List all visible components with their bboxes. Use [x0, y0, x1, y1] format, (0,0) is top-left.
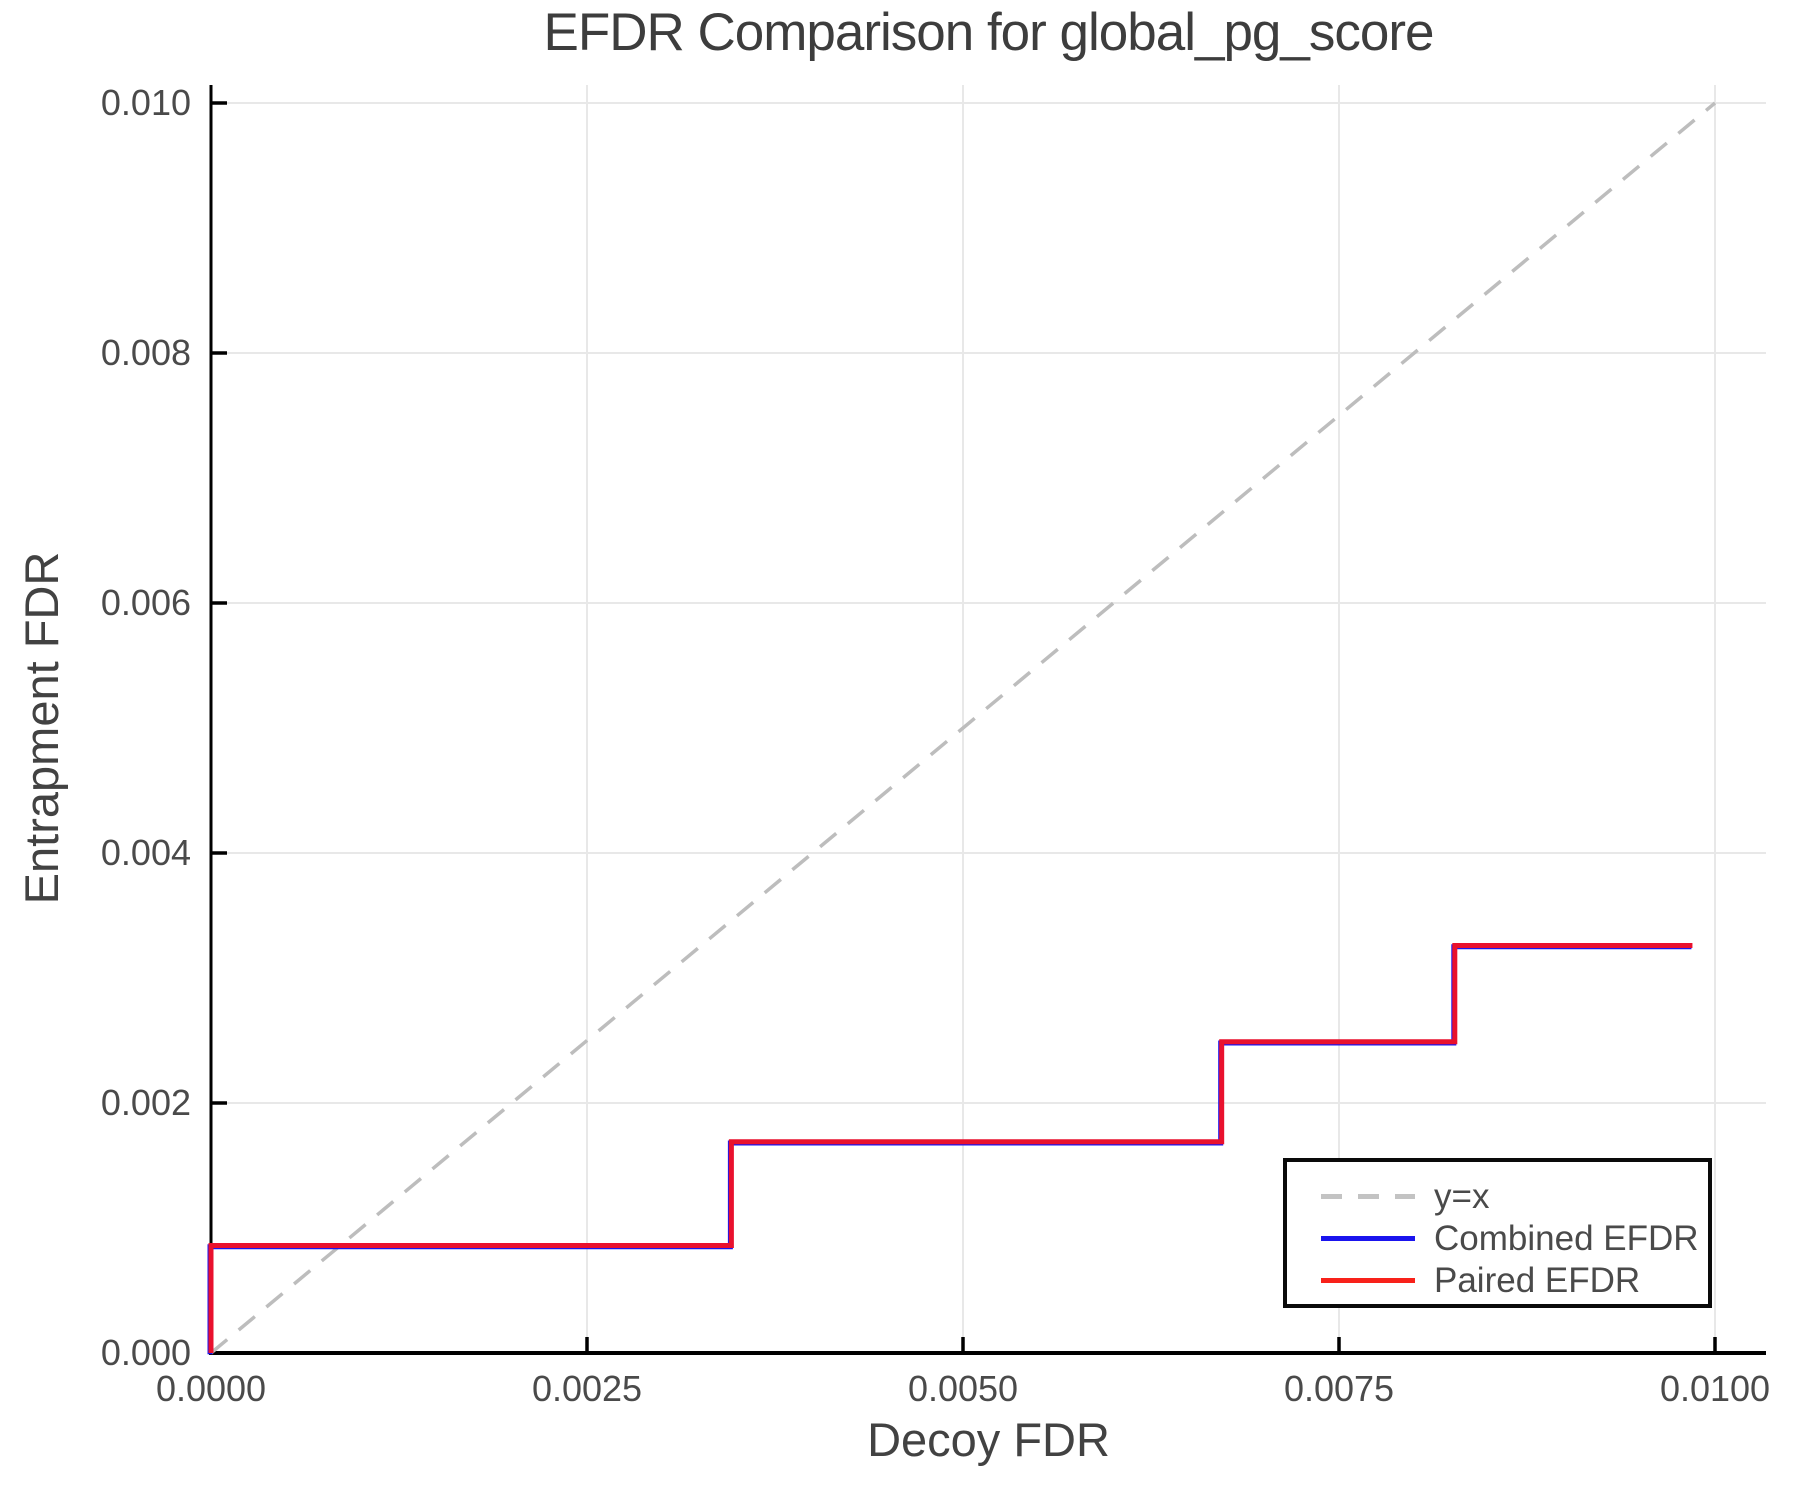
- y-tick-label: 0.010: [101, 82, 191, 123]
- x-tick-label: 0.0050: [908, 1368, 1018, 1409]
- y-tick-label: 0.002: [101, 1082, 191, 1123]
- y-tick-label: 0.008: [101, 332, 191, 373]
- chart-title: EFDR Comparison for global_pg_score: [543, 3, 1435, 62]
- legend-label: y=x: [1434, 1176, 1490, 1216]
- legend-label: Combined EFDR: [1434, 1218, 1699, 1258]
- y-tick-label: 0.000: [101, 1332, 191, 1373]
- legend: y=x Combined EFDR Paired EFDR: [1283, 1158, 1712, 1308]
- series-line-y-x: [209, 101, 1717, 1355]
- x-tick-label: 0.0075: [1284, 1368, 1394, 1409]
- y-tick-label: 0.006: [101, 582, 191, 623]
- x-tick-label: 0.0000: [156, 1368, 266, 1409]
- legend-swatch-red-line: [1321, 1277, 1415, 1283]
- x-tick-label: 0.0100: [1660, 1368, 1770, 1409]
- series-line-paired-efdr: [208, 943, 1693, 1353]
- legend-entry-combined-efdr: Combined EFDR: [1287, 1217, 1708, 1259]
- x-tick-label: 0.0025: [532, 1368, 642, 1409]
- legend-entry-yx: y=x: [1287, 1175, 1708, 1217]
- legend-entry-paired-efdr: Paired EFDR: [1287, 1259, 1708, 1301]
- y-tick-label: 0.004: [101, 832, 191, 873]
- legend-swatch-dashed-line: [1321, 1193, 1415, 1199]
- x-axis-label: Decoy FDR: [867, 1413, 1110, 1466]
- y-axis-label-text: Entrapment FDR: [15, 551, 68, 905]
- legend-label: Paired EFDR: [1434, 1260, 1641, 1300]
- legend-swatch-blue-line: [1321, 1235, 1415, 1241]
